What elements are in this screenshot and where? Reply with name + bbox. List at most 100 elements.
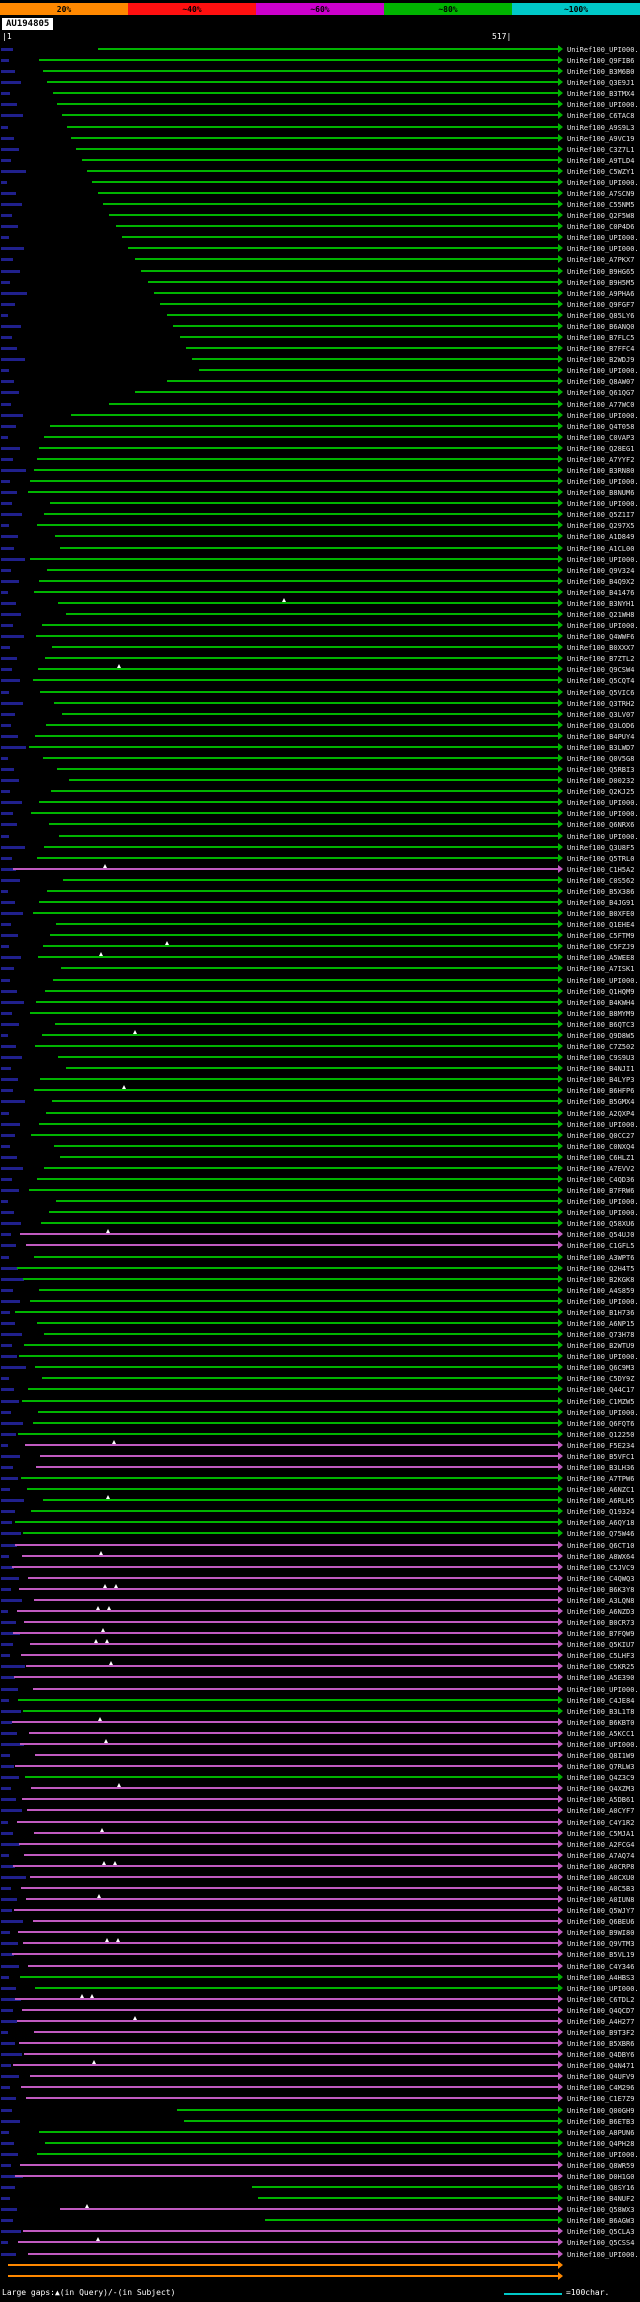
hit-label[interactable]: UniRef100_A1D849 (567, 533, 635, 542)
hit-label[interactable]: UniRef100_Q6BEU6 (567, 1918, 635, 1927)
hit-bar[interactable] (38, 59, 558, 62)
hit-label[interactable]: UniRef100_A4HBS3 (567, 1973, 635, 1982)
hit-label[interactable]: UniRef100_B4LYP3 (567, 1076, 635, 1085)
hit-label[interactable]: UniRef100_UPI000... (567, 622, 640, 631)
alignment-row[interactable]: UniRef100_Q5TRL0 (0, 853, 640, 864)
alignment-row[interactable]: UniRef100_A6NZD3 (0, 1606, 640, 1617)
alignment-row[interactable]: UniRef100_B1H736 (0, 1307, 640, 1318)
alignment-row[interactable]: UniRef100_Q5CQT4 (0, 675, 640, 686)
hit-label[interactable]: UniRef100_UPI000... (567, 555, 640, 564)
hit-bar[interactable] (23, 1621, 558, 1624)
hit-bar[interactable] (37, 668, 558, 671)
hit-bar[interactable] (58, 1056, 558, 1059)
hit-label[interactable]: UniRef100_C6TDL2 (567, 1995, 635, 2004)
hit-label[interactable]: UniRef100_Q5CSS4 (567, 2239, 635, 2248)
alignment-row[interactable]: UniRef100_A0IUN8 (0, 1894, 640, 1905)
hit-label[interactable]: UniRef100_B6HFP6 (567, 1087, 635, 1096)
hit-bar[interactable] (19, 2163, 558, 2166)
alignment-row[interactable]: UniRef100_C0P4D6 (0, 221, 640, 232)
hit-bar[interactable] (19, 1233, 558, 1236)
alignment-row[interactable]: UniRef100_Q21WH8 (0, 609, 640, 620)
alignment-row[interactable]: UniRef100_A4H277 (0, 2015, 640, 2027)
alignment-row[interactable]: UniRef100_C6TDL2 (0, 1993, 640, 2005)
hit-bar[interactable] (16, 1610, 558, 1613)
hit-label[interactable]: UniRef100_A6NP15 (567, 1319, 635, 1328)
hit-label[interactable]: UniRef100_A0CXU0 (567, 1873, 635, 1882)
hit-bar[interactable] (36, 524, 558, 527)
alignment-row[interactable]: UniRef100_A5DB61 (0, 1794, 640, 1805)
hit-bar[interactable] (102, 203, 558, 206)
alignment-row[interactable]: UniRef100_B3TMX4 (0, 88, 640, 99)
hit-bar[interactable] (20, 2086, 558, 2089)
hit-label[interactable]: UniRef100_Q6FQT6 (567, 1419, 635, 1428)
alignment-row[interactable]: UniRef100_B6K3Y8 (0, 1583, 640, 1595)
alignment-row[interactable]: UniRef100_B3L1T8 (0, 1706, 640, 1717)
alignment-row[interactable]: UniRef100_A7EVV2 (0, 1163, 640, 1174)
alignment-row[interactable]: UniRef100_A8PUN6 (0, 2127, 640, 2138)
hit-bar[interactable] (198, 369, 558, 372)
hit-bar[interactable] (20, 1654, 558, 1657)
alignment-row[interactable]: UniRef100_B8MYM9 (0, 1008, 640, 1019)
hit-bar[interactable] (47, 81, 558, 84)
hit-bar[interactable] (76, 147, 558, 150)
alignment-row[interactable]: UniRef100_C6HLZ1 (0, 1152, 640, 1163)
hit-label[interactable]: UniRef100_B4KWH4 (567, 998, 635, 1007)
hit-label[interactable]: UniRef100_Q6CT10 (567, 1541, 635, 1550)
hit-label[interactable]: UniRef100_UPI000... (567, 2150, 640, 2159)
hit-bar[interactable] (31, 812, 558, 815)
hit-bar[interactable] (14, 1909, 558, 1912)
alignment-row[interactable]: UniRef100_C1MZW5 (0, 1396, 640, 1407)
hit-label[interactable]: UniRef100_B3M6B0 (567, 68, 635, 77)
hit-bar[interactable] (15, 1310, 558, 1313)
hit-bar[interactable] (42, 624, 558, 627)
hit-label[interactable]: UniRef100_Q75W46 (567, 1530, 635, 1539)
hit-bar[interactable] (30, 1299, 558, 1302)
hit-label[interactable]: UniRef100_D00232 (567, 777, 635, 786)
alignment-row[interactable]: UniRef100_B4PUY4 (0, 731, 640, 742)
alignment-row[interactable]: UniRef100_Q4PH28 (0, 2138, 640, 2149)
hit-bar[interactable] (34, 1986, 558, 1989)
hit-bar[interactable] (38, 1122, 558, 1125)
hit-label[interactable]: UniRef100_B6ANQ0 (567, 322, 635, 331)
hit-label[interactable]: UniRef100_UPI000... (567, 2250, 640, 2259)
hit-bar[interactable] (30, 480, 558, 483)
alignment-row[interactable]: UniRef100_Q7RLW3 (0, 1761, 640, 1772)
hit-label[interactable]: UniRef100_A7YYF2 (567, 455, 635, 464)
alignment-row[interactable]: UniRef100_B2WTU9 (0, 1340, 640, 1351)
hit-bar[interactable] (23, 1344, 558, 1347)
hit-label[interactable]: UniRef100_Q4Z3C9 (567, 1774, 635, 1783)
alignment-row[interactable]: UniRef100_UPI000... (0, 99, 640, 110)
hit-bar[interactable] (115, 225, 558, 228)
hit-bar[interactable] (33, 1089, 558, 1092)
hit-bar[interactable] (66, 125, 558, 128)
alignment-row[interactable]: UniRef100_B3M6B0 (0, 66, 640, 77)
hit-bar[interactable] (37, 956, 558, 959)
alignment-row[interactable]: UniRef100_Q4XZM3 (0, 1783, 640, 1794)
hit-label[interactable]: UniRef100_C4Y1R2 (567, 1818, 635, 1827)
alignment-row[interactable]: UniRef100_A8WX64 (0, 1550, 640, 1562)
hit-bar[interactable] (27, 1809, 558, 1812)
hit-label[interactable]: UniRef100_UPI000... (567, 245, 640, 254)
hit-bar[interactable] (86, 169, 558, 172)
hit-label[interactable]: UniRef100_A8WX64 (567, 1552, 635, 1561)
hit-label[interactable]: UniRef100_Q1HQM9 (567, 987, 635, 996)
hit-bar[interactable] (52, 978, 558, 981)
hit-bar[interactable] (19, 1975, 558, 1978)
hit-bar[interactable] (183, 2119, 558, 2122)
hit-label[interactable]: UniRef100_B2WDJ9 (567, 356, 635, 365)
hit-bar[interactable] (154, 291, 558, 294)
hit-bar[interactable] (68, 779, 558, 782)
hit-label[interactable]: UniRef100_B3L1T8 (567, 1707, 635, 1716)
alignment-row[interactable]: UniRef100_Q5CSS4 (0, 2237, 640, 2248)
alignment-row[interactable]: UniRef100_C5WZY1 (0, 166, 640, 177)
alignment-row[interactable]: UniRef100_B7ZTL2 (0, 653, 640, 664)
hit-bar[interactable] (16, 1266, 558, 1269)
alignment-row[interactable]: UniRef100_UPI000... (0, 2149, 640, 2160)
alignment-row[interactable]: UniRef100_UPI000... (0, 975, 640, 986)
hit-bar[interactable] (186, 347, 558, 350)
alignment-row[interactable]: UniRef100_Q9FGF7 (0, 299, 640, 310)
alignment-row[interactable]: UniRef100_B9H5M5 (0, 277, 640, 288)
hit-bar[interactable] (37, 1410, 558, 1413)
hit-label[interactable]: UniRef100_A7TPW6 (567, 1475, 635, 1484)
hit-bar[interactable] (30, 1011, 558, 1014)
